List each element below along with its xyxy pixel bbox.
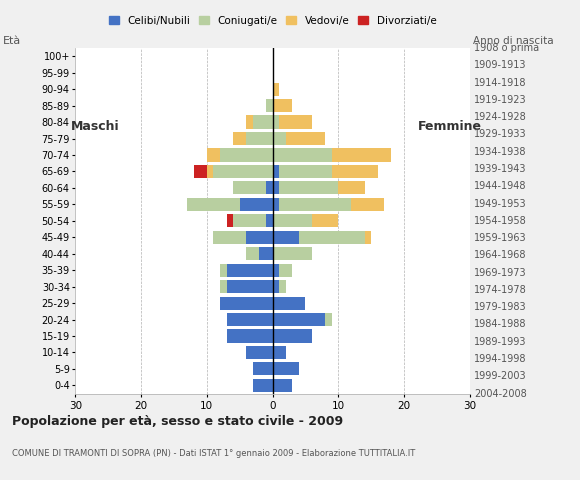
Text: Età: Età bbox=[3, 36, 21, 46]
Bar bbox=[273, 247, 312, 260]
Bar bbox=[266, 214, 273, 228]
Text: 2004-2008: 2004-2008 bbox=[474, 389, 527, 398]
Bar bbox=[273, 181, 279, 194]
Bar bbox=[194, 165, 207, 178]
Text: 1974-1978: 1974-1978 bbox=[474, 285, 527, 295]
Text: 1939-1943: 1939-1943 bbox=[474, 164, 527, 174]
Bar bbox=[187, 198, 240, 211]
Bar bbox=[286, 132, 325, 145]
Text: Maschi: Maschi bbox=[71, 120, 119, 132]
Bar bbox=[279, 181, 338, 194]
Text: 1989-1993: 1989-1993 bbox=[474, 337, 527, 347]
Bar bbox=[273, 329, 312, 343]
Bar bbox=[279, 280, 286, 293]
Bar bbox=[273, 132, 286, 145]
Bar bbox=[279, 165, 332, 178]
Bar bbox=[246, 346, 273, 359]
Bar bbox=[273, 362, 299, 375]
Text: Femmine: Femmine bbox=[418, 120, 482, 132]
Bar bbox=[273, 280, 279, 293]
Bar bbox=[253, 362, 273, 375]
Text: Anno di nascita: Anno di nascita bbox=[473, 36, 553, 46]
Bar bbox=[207, 148, 220, 162]
Bar bbox=[273, 116, 279, 129]
Bar bbox=[299, 231, 365, 244]
Bar bbox=[213, 231, 246, 244]
Bar bbox=[227, 280, 273, 293]
Text: 1959-1963: 1959-1963 bbox=[474, 233, 527, 243]
Bar bbox=[240, 198, 273, 211]
Bar bbox=[227, 329, 273, 343]
Text: 1969-1973: 1969-1973 bbox=[474, 268, 527, 277]
Bar bbox=[246, 116, 253, 129]
Bar bbox=[266, 99, 273, 112]
Bar bbox=[279, 198, 351, 211]
Bar bbox=[253, 116, 273, 129]
Text: 1909-1913: 1909-1913 bbox=[474, 60, 527, 70]
Bar bbox=[246, 231, 273, 244]
Text: 1919-1923: 1919-1923 bbox=[474, 95, 527, 105]
Text: 1934-1938: 1934-1938 bbox=[474, 147, 527, 156]
Bar bbox=[227, 214, 233, 228]
Bar bbox=[312, 214, 338, 228]
Bar bbox=[279, 264, 292, 277]
Text: 1994-1998: 1994-1998 bbox=[474, 354, 527, 364]
Bar bbox=[279, 116, 312, 129]
Bar bbox=[246, 132, 273, 145]
Bar bbox=[233, 132, 246, 145]
Bar bbox=[273, 313, 325, 326]
Bar bbox=[273, 148, 332, 162]
Bar bbox=[220, 297, 273, 310]
Bar bbox=[332, 148, 391, 162]
Bar bbox=[220, 264, 227, 277]
Bar bbox=[207, 165, 213, 178]
Bar bbox=[227, 313, 273, 326]
Legend: Celibi/Nubili, Coniugati/e, Vedovi/e, Divorziati/e: Celibi/Nubili, Coniugati/e, Vedovi/e, Di… bbox=[105, 12, 440, 30]
Text: 1984-1988: 1984-1988 bbox=[474, 320, 527, 329]
Bar bbox=[273, 297, 306, 310]
Bar bbox=[273, 99, 292, 112]
Bar bbox=[332, 165, 378, 178]
Bar bbox=[273, 83, 279, 96]
Bar bbox=[227, 264, 273, 277]
Text: 1979-1983: 1979-1983 bbox=[474, 302, 527, 312]
Text: COMUNE DI TRAMONTI DI SOPRA (PN) - Dati ISTAT 1° gennaio 2009 - Elaborazione TUT: COMUNE DI TRAMONTI DI SOPRA (PN) - Dati … bbox=[12, 449, 415, 458]
Bar bbox=[233, 181, 266, 194]
Bar bbox=[220, 280, 227, 293]
Bar bbox=[273, 165, 279, 178]
Bar bbox=[273, 379, 292, 392]
Bar bbox=[273, 231, 299, 244]
Bar bbox=[273, 214, 312, 228]
Text: 1944-1948: 1944-1948 bbox=[474, 181, 527, 191]
Bar bbox=[266, 181, 273, 194]
Text: 1949-1953: 1949-1953 bbox=[474, 199, 527, 208]
Bar bbox=[273, 198, 279, 211]
Bar bbox=[273, 346, 286, 359]
Bar bbox=[365, 231, 371, 244]
Bar bbox=[213, 165, 273, 178]
Bar bbox=[338, 181, 365, 194]
Bar bbox=[253, 379, 273, 392]
Text: 1908 o prima: 1908 o prima bbox=[474, 43, 539, 53]
Bar bbox=[325, 313, 332, 326]
Bar bbox=[233, 214, 266, 228]
Bar bbox=[220, 148, 273, 162]
Text: 1924-1928: 1924-1928 bbox=[474, 112, 527, 122]
Text: 1999-2003: 1999-2003 bbox=[474, 372, 527, 381]
Bar bbox=[351, 198, 385, 211]
Text: 1914-1918: 1914-1918 bbox=[474, 78, 527, 87]
Bar bbox=[259, 247, 273, 260]
Text: 1954-1958: 1954-1958 bbox=[474, 216, 527, 226]
Text: Popolazione per età, sesso e stato civile - 2009: Popolazione per età, sesso e stato civil… bbox=[12, 415, 343, 428]
Text: 1929-1933: 1929-1933 bbox=[474, 130, 527, 139]
Bar bbox=[273, 264, 279, 277]
Text: 1964-1968: 1964-1968 bbox=[474, 251, 527, 260]
Bar bbox=[246, 247, 259, 260]
